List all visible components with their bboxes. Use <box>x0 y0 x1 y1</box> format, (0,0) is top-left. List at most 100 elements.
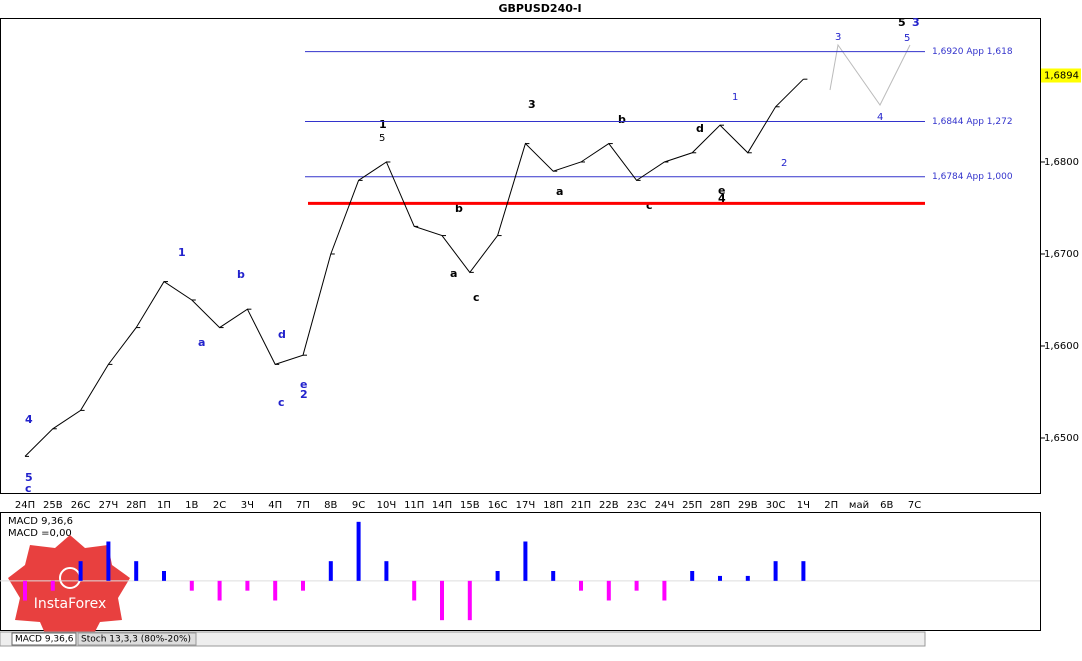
wave-label: c <box>25 482 32 495</box>
wave-label: c <box>473 291 480 304</box>
wave-label: 1 <box>178 246 186 259</box>
x-tick-label: 26С <box>71 500 91 511</box>
wave-label: b <box>237 268 245 281</box>
macd-bar <box>634 580 639 591</box>
wave-label: 5 <box>904 33 910 44</box>
logo-text: InstaForex <box>34 596 107 612</box>
wave-label: c <box>278 396 285 409</box>
x-tick-label: 17Ч <box>516 500 536 511</box>
wave-label: 1 <box>379 118 387 131</box>
wave-label: d <box>278 328 286 341</box>
wave-label: a <box>450 267 457 280</box>
macd-bar <box>551 571 556 581</box>
macd-bar <box>523 541 528 581</box>
macd-bar <box>23 580 27 601</box>
x-tick-label: 16С <box>488 500 508 511</box>
x-tick-label: 6В <box>880 500 893 511</box>
wave-label: 1 <box>732 92 738 103</box>
wave-label: 4 <box>877 112 883 123</box>
x-tick-label: 28П <box>126 500 146 511</box>
chart-title: GBPUSD240-I <box>498 2 581 15</box>
macd-bar <box>745 575 750 581</box>
macd-bar <box>356 521 361 581</box>
wave-label: 5 <box>25 471 33 484</box>
macd-bar <box>773 561 778 581</box>
macd-bar <box>78 561 83 581</box>
macd-bar <box>579 580 583 591</box>
wave-label: c <box>646 199 653 212</box>
wave-label: a <box>556 185 563 198</box>
macd-bar <box>384 561 389 581</box>
x-tick-label: 14П <box>432 500 452 511</box>
macd-bar <box>189 580 194 591</box>
level-label: 1,6844 App 1,272 <box>932 117 1013 127</box>
macd-bar <box>301 580 305 591</box>
x-tick-label: 21П <box>571 500 591 511</box>
projection <box>829 43 911 106</box>
macd-bar <box>467 580 472 621</box>
price-label: 1,6894 <box>1044 71 1079 82</box>
tab-bar <box>0 631 926 647</box>
wave-label: b <box>618 113 626 126</box>
logo: InstaForex <box>8 535 130 645</box>
tab-label[interactable]: Stoch 13,3,3 (80%-20%) <box>81 635 191 645</box>
x-tick-label: 30С <box>766 500 786 511</box>
macd-bar <box>495 571 500 581</box>
level-label: 1,6784 App 1,000 <box>932 172 1013 182</box>
x-tick-label: 2П <box>824 500 838 511</box>
macd-bar <box>606 580 611 601</box>
wave-label: d <box>696 122 704 135</box>
wave-label: 4 <box>718 192 726 205</box>
x-tick-label: 7С <box>908 500 921 511</box>
x-tick-label: 2С <box>213 500 226 511</box>
wave-label: e <box>718 184 725 197</box>
macd-bar <box>162 571 166 581</box>
macd-bar <box>440 580 444 621</box>
tab[interactable] <box>11 632 77 646</box>
macd-bar <box>217 580 222 601</box>
wave-label: 3 <box>528 98 536 111</box>
macd-bar <box>801 561 806 581</box>
wave-label: 3 <box>912 16 920 29</box>
x-tick-label: 24П <box>15 500 35 511</box>
x-tick-label: 1В <box>185 500 198 511</box>
indicator-value: MACD =0,00 <box>8 528 72 539</box>
x-tick-label: 15В <box>460 500 480 511</box>
x-tick-label: 18П <box>543 500 563 511</box>
wave-label: b <box>455 202 463 215</box>
x-tick-label: 28П <box>710 500 730 511</box>
x-tick-label: 8В <box>324 500 337 511</box>
macd-bar <box>662 580 667 601</box>
indicator-frame <box>0 512 1041 631</box>
tab-label[interactable]: MACD 9,36,6 <box>15 635 74 645</box>
price-marker <box>1041 68 1081 83</box>
x-tick-label: 4П <box>268 500 282 511</box>
wave-label: e <box>300 378 307 391</box>
x-tick-label: 3Ч <box>241 500 254 511</box>
x-tick-label: 11П <box>404 500 424 511</box>
x-tick-label: 25П <box>682 500 702 511</box>
macd-bar <box>412 580 417 601</box>
wave-label: 4 <box>25 413 33 426</box>
macd-bar <box>690 571 695 581</box>
x-tick-label: 7П <box>296 500 310 511</box>
wave-label: 5 <box>898 16 906 29</box>
x-tick-label: 22В <box>599 500 619 511</box>
wave-label: 2 <box>300 388 308 401</box>
macd-bar <box>245 580 250 591</box>
y-tick-label: 1,6800 <box>1044 157 1079 168</box>
macd-bar <box>106 541 111 581</box>
wave-label: a <box>198 336 205 349</box>
indicator-title: MACD 9,36,6 <box>8 516 73 527</box>
x-tick-label: 29В <box>738 500 758 511</box>
x-tick-label: 1П <box>157 500 171 511</box>
x-tick-label: 1Ч <box>797 500 810 511</box>
x-tick-label: 25В <box>43 500 63 511</box>
tab[interactable] <box>77 632 197 646</box>
x-tick-label: 24Ч <box>655 500 675 511</box>
x-tick-label: 23С <box>627 500 647 511</box>
macd-bar <box>328 561 333 581</box>
y-tick-label: 1,6700 <box>1044 249 1079 260</box>
